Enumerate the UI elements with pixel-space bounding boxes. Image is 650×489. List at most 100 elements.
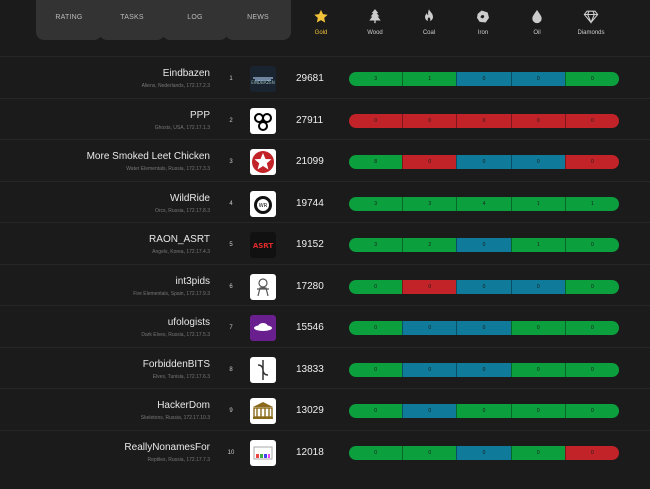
team-name: HackerDom <box>157 400 210 411</box>
table-row: More Smoked Leet Chicken Water Elementals… <box>0 139 650 181</box>
resource-segment: 0 <box>456 362 511 377</box>
resource-segment: 1 <box>564 196 619 211</box>
flame-icon <box>425 9 433 22</box>
resource-segment: 0 <box>510 404 565 418</box>
resource-segment: 8 <box>349 155 403 169</box>
team-name: int3pids <box>175 275 210 287</box>
resource-segment: 0 <box>564 113 619 128</box>
resource-segment: 0 <box>564 238 619 252</box>
resource-segment: 0 <box>402 321 457 335</box>
team-rank: 8 <box>229 366 233 373</box>
resource-header: Gold Wood Coal Iron Oil Diamonds <box>290 0 650 44</box>
team-meta: Ghosts, USA, 172.17.1.3 <box>154 124 210 131</box>
team-name: RAON_ASRT <box>149 234 210 245</box>
tab-news[interactable]: NEWS <box>225 0 291 40</box>
team-rank: 1 <box>229 76 233 82</box>
resource-segment: 0 <box>402 404 457 418</box>
resource-segment: 0 <box>564 445 619 460</box>
resource-segment: 0 <box>402 279 457 294</box>
resource-segment: 0 <box>456 238 511 252</box>
team-meta: Orcs, Russia, 172.17.8.3 <box>154 207 210 214</box>
resource-segment: 3 <box>349 196 403 211</box>
team-name: More Smoked Leet Chicken <box>86 151 210 162</box>
resource-segment: 0 <box>564 155 619 169</box>
resource-coal: Coal <box>402 8 456 36</box>
resource-segment: 0 <box>349 404 403 418</box>
team-rank: 6 <box>229 283 233 290</box>
resource-segment: 3 <box>349 72 403 86</box>
resource-segment: 0 <box>510 362 565 377</box>
team-rank: 5 <box>229 242 233 248</box>
resource-segment: 0 <box>510 445 565 460</box>
tab-tasks[interactable]: TASKS <box>99 0 165 40</box>
team-score: 19744 <box>296 197 324 209</box>
team-score: 13029 <box>296 405 324 416</box>
table-row: WildRide Orcs, Russia, 172.17.8.3 4 WR 19744… <box>0 180 650 223</box>
table-row: HackerDom Skeletons, Russia, 172.17.10.3 9… <box>0 388 650 430</box>
table-row: Eindbazen Aliens, Nederlands, 172.17.2.3 1… <box>0 56 650 98</box>
resource-segment: 0 <box>402 155 457 169</box>
table-row: PPP Ghosts, USA, 172.17.1.3 2 27911 0 0 0 0 0 <box>0 97 650 140</box>
resource-iron: Iron <box>456 8 510 36</box>
resource-segment: 0 <box>402 445 457 460</box>
resource-segment: 0 <box>349 113 403 128</box>
team-logo <box>250 439 276 466</box>
resource-segment: 0 <box>456 113 511 128</box>
team-rank: 3 <box>229 159 233 165</box>
resource-segment: 0 <box>564 362 619 377</box>
team-score: 15546 <box>296 322 324 333</box>
resource-segment: 3 <box>349 238 403 252</box>
resource-segment: 1 <box>510 238 565 252</box>
team-rank: 2 <box>229 117 233 124</box>
table-row: ufologists Dark Elves, Russia, 172.17.5.3… <box>0 305 650 347</box>
team-logo <box>250 107 276 134</box>
resource-segment: 0 <box>510 113 565 128</box>
svg-text:WR: WR <box>259 203 268 209</box>
team-score: 27911 <box>296 114 324 126</box>
team-logo: EINDBAZEN <box>250 66 276 92</box>
resource-segment: 0 <box>510 321 565 335</box>
resource-segment: 0 <box>456 404 511 418</box>
team-score: 21099 <box>296 156 324 167</box>
resource-segment: 0 <box>402 113 457 128</box>
resource-segment: 0 <box>349 362 403 377</box>
team-name: WildRide <box>169 192 210 204</box>
team-name: PPP <box>189 109 210 121</box>
tab-rating[interactable]: RATING <box>36 0 102 40</box>
team-score: 19152 <box>296 239 324 250</box>
svg-text:EINDBAZEN: EINDBAZEN <box>251 80 275 85</box>
team-logo: WR <box>250 190 276 217</box>
resource-diamonds: Diamonds <box>564 8 618 36</box>
resource-segment: 0 <box>510 72 565 86</box>
team-name: ReallyNonamesFor <box>124 441 210 453</box>
team-meta: Water Elementals, Russia, 172.17.3.3 <box>126 166 210 172</box>
team-score: 13833 <box>296 363 324 375</box>
resource-segment: 4 <box>456 196 511 211</box>
resource-segment: 0 <box>349 321 403 335</box>
team-logo <box>250 273 276 300</box>
table-row: ForbiddenBITS Elves, Tunisia, 172.17.6.3 8… <box>0 346 650 389</box>
team-score: 29681 <box>296 73 324 84</box>
resource-segment: 0 <box>564 72 619 86</box>
resource-segment: 1 <box>402 72 457 86</box>
resource-segment: 0 <box>564 321 619 335</box>
team-logo <box>250 398 276 424</box>
team-name: ForbiddenBITS <box>142 358 210 370</box>
tab-log[interactable]: LOG <box>162 0 228 40</box>
resource-oil: Oil <box>510 8 564 36</box>
team-meta: Reptiles, Russia, 172.17.7.3 <box>147 456 210 463</box>
resource-segment: 2 <box>402 238 457 252</box>
table-row: RAON_ASRT Angels, Korea, 172.17.4.3 5 ASRT 1… <box>0 222 650 264</box>
team-meta: Angels, Korea, 172.17.4.3 <box>152 249 210 255</box>
star-icon <box>314 9 328 23</box>
team-rank: 4 <box>229 200 233 207</box>
